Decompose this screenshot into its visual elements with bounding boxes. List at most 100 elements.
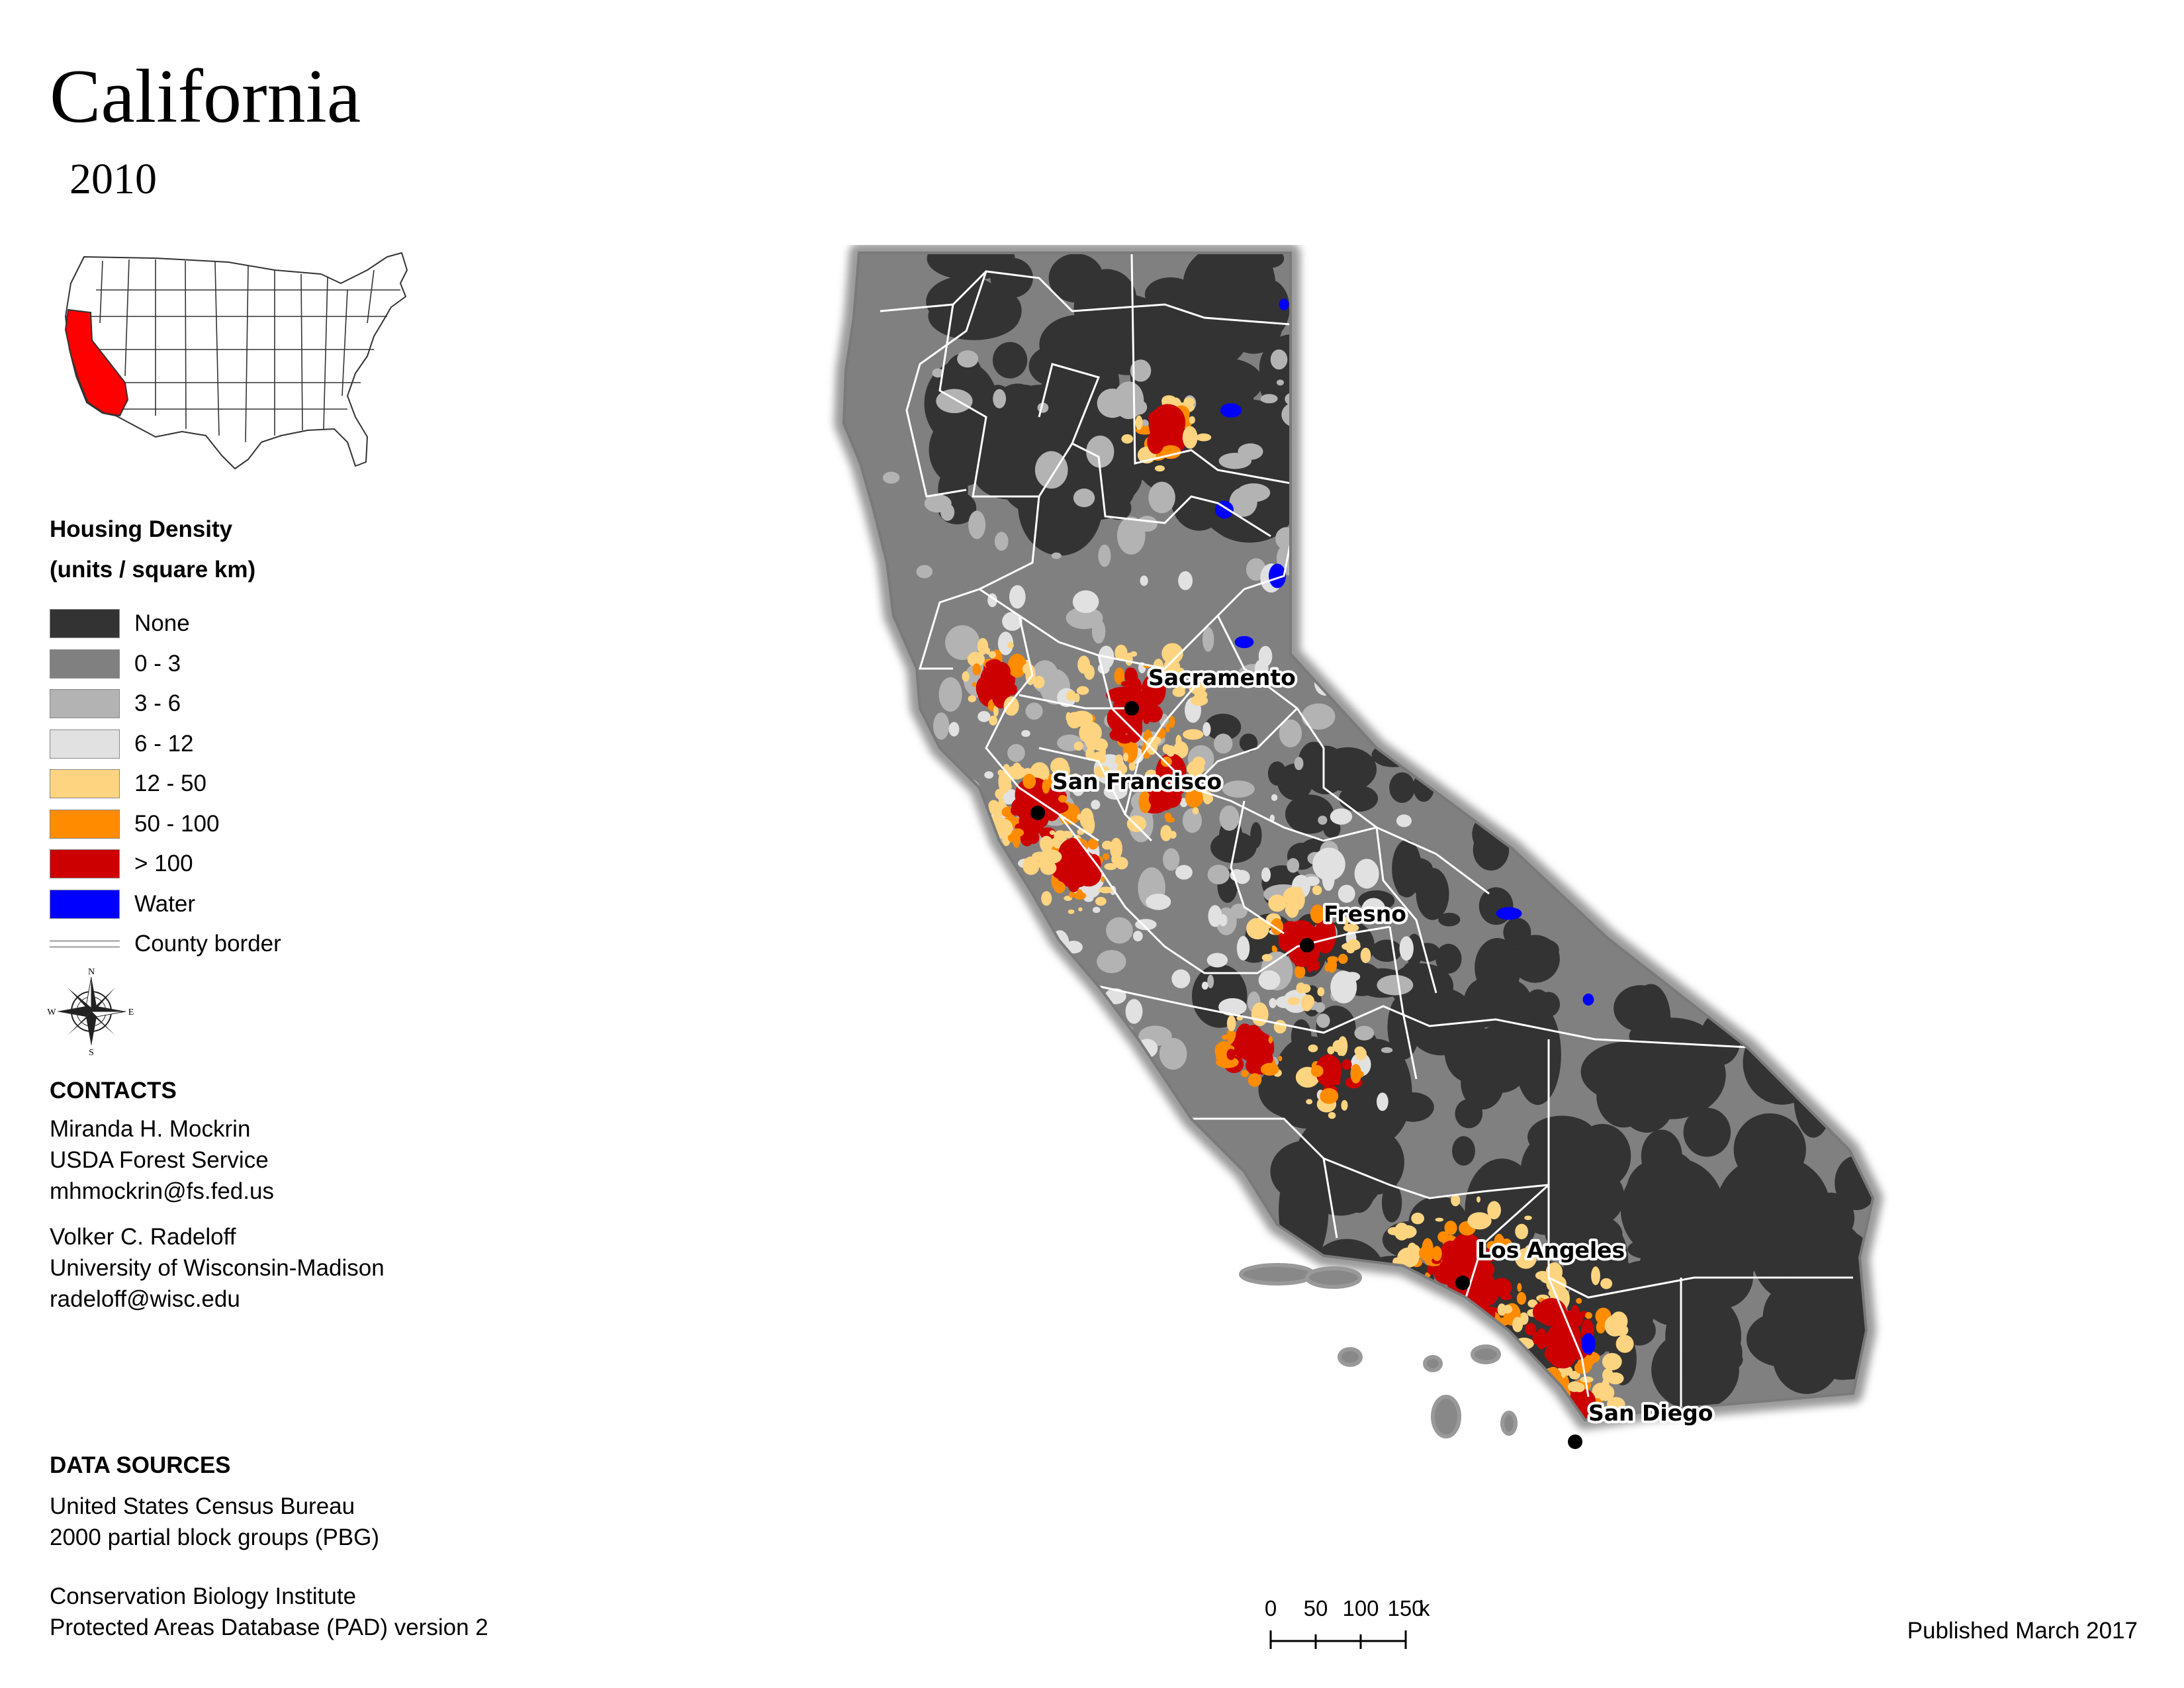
density-patch [1046,990,1063,1004]
density-patch [1032,965,1051,989]
contact2-email[interactable]: radeloff@wisc.edu [50,1286,240,1312]
density-patch [1068,891,1075,898]
density-patch [1219,805,1240,831]
density-patch [1510,935,1560,983]
density-patch [1010,805,1020,816]
density-patch [994,532,1009,551]
scale-tick-0: 0 [1265,1596,1277,1620]
legend-item: None [50,604,281,644]
density-patch [1522,1411,1539,1420]
density-patch [1516,1291,1527,1305]
density-patch [940,503,955,521]
density-patch [1532,1424,1552,1435]
density-patch [1546,1402,1563,1415]
density-patch [1106,917,1133,944]
us-locator-inset [64,252,408,469]
density-patch [1120,1094,1138,1107]
density-patch [1515,1223,1529,1240]
published-date: Published March 2017 [1907,1618,2138,1644]
density-patch [1606,1397,1625,1413]
density-patch [1582,1430,1590,1439]
density-patch [1163,848,1180,871]
city-dot [1455,1276,1470,1290]
density-patch [1140,575,1148,586]
density-patch [1517,1283,1522,1292]
density-patch [958,1056,978,1082]
density-patch [1620,1157,1725,1262]
data-sources-heading: DATA SOURCES [50,1452,231,1478]
density-patch [1260,1062,1279,1076]
density-patch [1435,1217,1444,1222]
density-patch [1236,935,1250,961]
legend-item: Water [50,884,281,925]
density-patch [1310,904,1325,923]
city-markers: Sacramento San Francisco Fresno Los Ange… [1030,662,1715,1449]
legend-swatch [50,940,120,949]
density-patch [1271,794,1278,802]
density-patch [1085,747,1095,761]
density-patch [1298,549,1324,563]
density-patch [1279,299,1289,310]
legend-label: 6 - 12 [134,730,194,757]
density-patch [1542,1412,1565,1420]
density-patch [1402,1291,1420,1309]
density-patch [1306,1099,1313,1105]
density-patch [993,705,999,717]
density-patch [1528,1398,1536,1407]
density-patch [1098,544,1111,567]
density-patch [1322,867,1335,891]
density-patch [1377,1092,1388,1111]
legend-item: > 100 [50,844,281,884]
density-patch [895,931,929,966]
density-patch [1216,1056,1239,1068]
density-patch [1569,1370,1580,1380]
density-patch [1202,627,1214,652]
density-patch [983,285,1010,309]
density-patch [926,983,946,1001]
density-patch [1817,1043,1873,1084]
density-patch [1570,1305,1580,1321]
density-patch [997,632,1014,655]
density-patch [1054,761,1070,781]
density-patch [1182,808,1202,833]
density-patch [1487,1201,1501,1220]
density-patch [1049,830,1056,835]
contact1-name: Miranda H. Mockrin [50,1116,251,1142]
city-dot [1030,806,1045,820]
density-patch [1446,749,1465,768]
density-patch [1341,663,1364,682]
density-patch [972,682,978,687]
density-patch [871,771,903,800]
density-patch [1322,622,1332,631]
density-patch [1300,994,1315,1009]
density-patch [1382,673,1420,697]
density-patch [1312,847,1345,881]
density-patch [1537,1401,1543,1409]
density-patch [994,667,1007,691]
density-patch [1007,743,1025,763]
source1-line1: United States Census Bureau [50,1493,355,1519]
density-patch [978,711,991,722]
density-patch [881,731,895,753]
density-patch [1038,849,1062,865]
density-patch [1392,1321,1412,1336]
density-patch [1078,1002,1096,1014]
density-patch [1468,1331,1480,1340]
density-patch [1789,1227,1873,1309]
density-patch [967,878,987,898]
density-patch [1023,856,1040,875]
density-patch [1122,752,1129,762]
density-patch [1294,757,1304,771]
density-patch [1010,929,1016,938]
density-patch [1006,765,1026,780]
contact1-email[interactable]: mhmockrin@fs.fed.us [50,1178,274,1204]
density-patch [1115,754,1124,765]
density-patch [986,1013,1006,1026]
legend-swatch [50,809,120,839]
density-patch [1148,788,1178,810]
density-patch [1152,679,1159,688]
density-patch [1066,837,1079,859]
density-patch [1160,825,1172,841]
density-patch [1396,1319,1414,1336]
density-patch [1318,816,1328,825]
